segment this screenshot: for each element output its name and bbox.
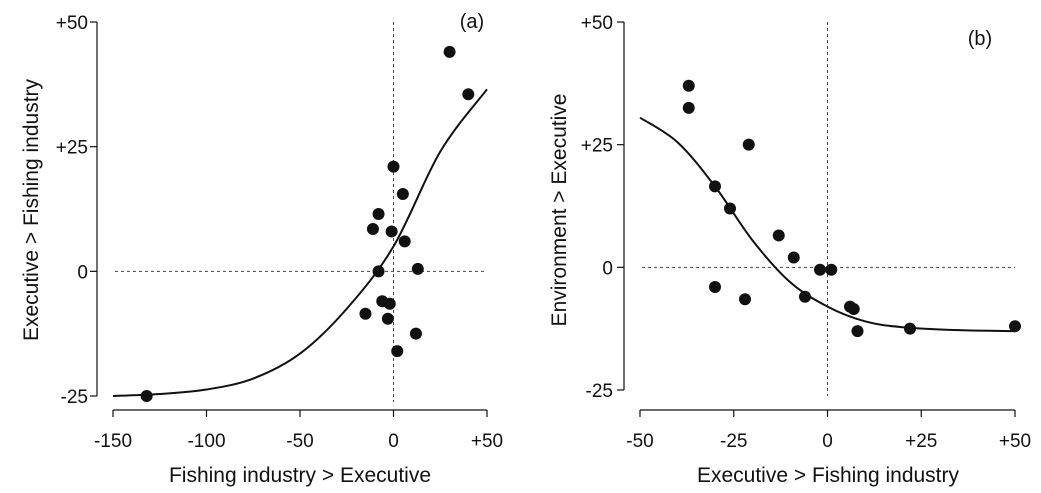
data-point: [383, 297, 396, 310]
y-tick-label: -25: [586, 381, 613, 402]
data-point: [739, 293, 751, 306]
x-tick-label: -25: [720, 431, 747, 452]
data-point: [1009, 320, 1021, 333]
x-tick-label: -100: [187, 431, 225, 452]
data-point: [372, 207, 385, 220]
panel-b: -25 0 +25 +50 -50 -25 0 +25 +50 Executive > Fishi…: [548, 13, 1031, 487]
y-tick-label: +25: [56, 138, 88, 159]
y-tick-label: +50: [56, 13, 88, 34]
data-point: [366, 222, 379, 235]
data-point: [398, 235, 411, 248]
y-tick-label: +25: [581, 136, 613, 157]
x-tick-label: +50: [471, 431, 503, 452]
data-point: [772, 229, 785, 242]
x-tick-label: 0: [388, 431, 399, 452]
y-axis-title: Environment > Executive: [548, 94, 571, 327]
data-point: [443, 45, 456, 58]
x-tick-label: -150: [94, 431, 132, 452]
panel-label: (a): [460, 11, 484, 33]
x-axis-title: Executive > Fishing industry: [697, 464, 960, 487]
data-point: [411, 262, 424, 275]
data-point: [682, 101, 695, 114]
x-tick-label: -50: [286, 431, 313, 452]
data-point: [140, 390, 153, 402]
data-point: [381, 312, 394, 325]
data-point: [359, 307, 372, 320]
x-tick-label: 0: [822, 431, 833, 452]
data-point: [387, 160, 400, 173]
data-point: [709, 180, 721, 193]
y-tick-label: 0: [602, 258, 613, 279]
data-point: [409, 327, 422, 340]
data-point: [742, 138, 755, 151]
data-point: [814, 263, 826, 276]
data-point: [825, 263, 838, 276]
data-point: [391, 345, 404, 358]
data-point: [396, 188, 409, 201]
data-point: [851, 325, 864, 338]
data-point: [372, 265, 385, 278]
x-tick-label: +25: [905, 431, 937, 452]
y-tick-label: 0: [77, 262, 88, 283]
data-point: [904, 322, 916, 335]
y-tick-label: +50: [581, 13, 613, 34]
fit-curve: [112, 88, 488, 397]
y-tick-label: -25: [61, 387, 88, 408]
panel-a: -25 0 +25 +50 -150 -100 -50 0 +50 Fishing industr…: [20, 11, 503, 487]
data-point: [709, 280, 721, 293]
y-axis-title: Executive > Fishing industry: [20, 78, 43, 341]
panel-label: (b): [968, 28, 992, 50]
data-point: [724, 202, 736, 215]
data-point: [799, 290, 811, 303]
data-point: [462, 88, 475, 101]
x-tick-label: +50: [999, 431, 1031, 452]
x-tick-label: -50: [626, 431, 653, 452]
data-point: [787, 251, 800, 264]
x-axis-title: Fishing industry > Executive: [169, 464, 431, 487]
data-point: [682, 79, 695, 92]
data-point: [385, 225, 398, 238]
data-point: [847, 303, 860, 316]
